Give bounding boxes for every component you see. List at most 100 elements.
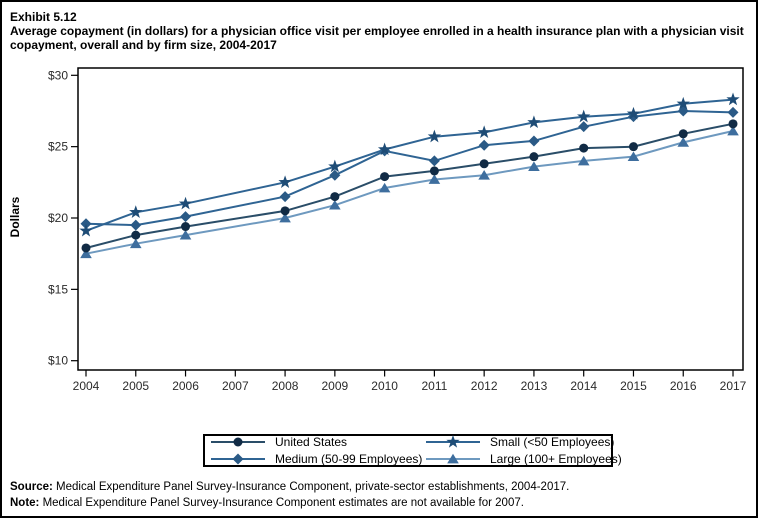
- triangle-marker: [478, 169, 490, 180]
- x-tick-label: 2006: [172, 379, 199, 393]
- triangle-marker: [129, 238, 142, 249]
- x-tick-label: 2010: [371, 379, 398, 393]
- circle-marker: [181, 222, 191, 232]
- diamond-marker: [677, 105, 689, 117]
- star-marker: [278, 175, 292, 188]
- diamond-marker: [80, 218, 92, 230]
- triangle-marker: [577, 155, 590, 166]
- circle-marker: [479, 159, 489, 169]
- y-tick-label: $15: [48, 282, 68, 296]
- x-tick-label: 2015: [620, 379, 647, 393]
- legend-swatch: [426, 453, 480, 464]
- star-marker: [377, 142, 392, 156]
- diamond-marker: [329, 169, 341, 181]
- circle-marker: [728, 119, 738, 129]
- triangle-marker: [329, 199, 341, 210]
- availability-note: Note: Medical Expenditure Panel Survey-I…: [10, 495, 569, 511]
- diamond-marker: [727, 106, 739, 118]
- circle-marker: [233, 437, 243, 447]
- legend-swatch: [426, 435, 480, 448]
- circle-marker: [579, 143, 589, 153]
- star-marker: [328, 159, 342, 173]
- diamond-marker: [478, 139, 490, 151]
- circle-marker: [628, 142, 638, 152]
- diamond-marker: [180, 211, 192, 223]
- diamond-marker: [528, 135, 540, 147]
- triangle-marker: [378, 182, 391, 193]
- series-medium-50-99-employees: [80, 105, 739, 231]
- legend-item-united-states: United States: [209, 434, 424, 450]
- x-tick-label: 2007: [222, 379, 249, 393]
- series-united-states: [81, 119, 738, 253]
- diamond-marker: [130, 219, 142, 231]
- chart-title: Average copayment (in dollars) for a phy…: [10, 24, 744, 52]
- legend-swatch: [211, 453, 265, 465]
- star-marker: [178, 196, 193, 210]
- y-tick-label: $20: [48, 211, 68, 225]
- diamond-marker: [279, 191, 291, 203]
- x-tick-label: 2005: [122, 379, 149, 393]
- star-marker: [626, 106, 641, 120]
- legend-item-large-100-employees: Large (100+ Employees): [424, 451, 622, 467]
- circle-marker: [380, 172, 390, 182]
- x-tick-label: 2009: [321, 379, 348, 393]
- triangle-marker: [627, 151, 640, 162]
- legend-label: Large (100+ Employees): [490, 452, 622, 466]
- x-tick-label: 2013: [521, 379, 548, 393]
- star-marker: [79, 223, 93, 237]
- circle-marker: [678, 129, 688, 139]
- y-axis-label: Dollars: [8, 196, 22, 238]
- legend-item-small-50-employees: Small (<50 Employees): [424, 434, 622, 450]
- triangle-marker: [677, 137, 690, 147]
- star-marker: [477, 125, 491, 139]
- legend-label: United States: [275, 435, 348, 449]
- x-tick-label: 2014: [570, 379, 597, 393]
- triangle-marker: [80, 248, 92, 259]
- plot-border: [77, 67, 744, 371]
- x-tick-label: 2004: [73, 379, 100, 393]
- legend-label: Small (<50 Employees): [490, 435, 615, 449]
- note-label: Note:: [10, 497, 40, 509]
- circle-marker: [429, 166, 439, 176]
- series-small-50-employees: [79, 92, 740, 237]
- star-marker: [129, 205, 143, 218]
- x-tick-label: 2011: [421, 379, 447, 393]
- star-marker: [446, 435, 460, 448]
- star-marker: [577, 109, 591, 123]
- triangle-marker: [727, 125, 739, 136]
- exhibit-number: Exhibit 5.12: [10, 10, 77, 24]
- source-note: Source: Medical Expenditure Panel Survey…: [10, 479, 569, 495]
- source-text: Medical Expenditure Panel Survey-Insuran…: [52, 481, 570, 493]
- triangle-marker: [179, 229, 192, 240]
- triangle-marker: [279, 212, 291, 223]
- circle-marker: [81, 243, 91, 253]
- footnotes: Source: Medical Expenditure Panel Survey…: [10, 479, 569, 511]
- y-tick-label: $25: [48, 140, 68, 154]
- diamond-marker: [578, 121, 590, 133]
- legend-swatch: [211, 437, 265, 447]
- legend-item-medium-50-99-employees: Medium (50-99 Employees): [209, 451, 424, 467]
- x-tick-label: 2016: [670, 379, 697, 393]
- series-large-100-employees: [80, 125, 739, 259]
- chart-legend: United States Small (<50 Employees) Medium…: [203, 434, 622, 467]
- diamond-marker: [232, 453, 244, 465]
- diamond-marker: [428, 155, 440, 167]
- x-tick-label: 2012: [471, 379, 498, 393]
- note-text: Medical Expenditure Panel Survey-Insuran…: [39, 497, 524, 509]
- triangle-marker: [428, 174, 441, 184]
- y-tick-label: $30: [48, 68, 68, 82]
- circle-marker: [280, 206, 290, 216]
- circle-marker: [330, 192, 340, 202]
- x-tick-label: 2008: [272, 379, 299, 393]
- star-marker: [726, 92, 740, 106]
- triangle-marker: [528, 161, 540, 172]
- source-label: Source:: [10, 481, 53, 493]
- star-marker: [527, 115, 541, 129]
- star-marker: [427, 129, 442, 143]
- star-marker: [676, 96, 690, 110]
- circle-marker: [131, 230, 141, 240]
- chart-header: Exhibit 5.12 Average copayment (in dolla…: [10, 10, 752, 52]
- legend-label: Medium (50-99 Employees): [275, 452, 423, 466]
